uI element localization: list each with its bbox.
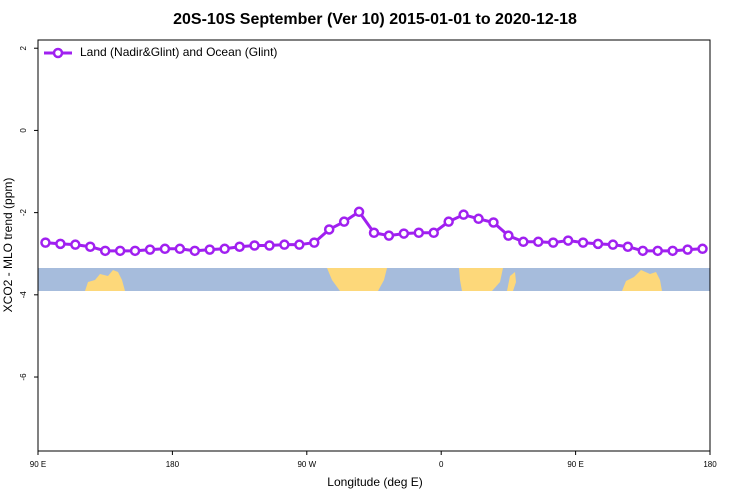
point <box>85 241 96 252</box>
point <box>592 238 604 250</box>
point <box>353 206 365 218</box>
point <box>279 239 290 250</box>
y-tick-label: -6 <box>19 373 28 381</box>
point <box>55 238 66 250</box>
point <box>607 239 619 250</box>
x-tick-label: 90 W <box>297 460 316 469</box>
point <box>323 224 335 235</box>
y-tick-label: 0 <box>19 128 28 133</box>
land <box>85 270 125 291</box>
y-tick-label: -2 <box>19 209 28 217</box>
point <box>383 230 395 241</box>
point <box>518 236 529 248</box>
point <box>697 243 708 255</box>
point <box>114 245 126 257</box>
x-axis-label: Longitude (deg E) <box>327 475 422 489</box>
point <box>488 217 499 228</box>
point <box>264 240 275 251</box>
legend-label: Land (Nadir&Glint) and Ocean (Glint) <box>80 45 277 59</box>
chart-title: 20S-10S September (Ver 10) 2015-01-01 to… <box>173 11 577 28</box>
land <box>327 268 387 291</box>
point <box>428 227 439 239</box>
point <box>562 235 574 246</box>
x-tick-label: 180 <box>703 460 717 469</box>
point <box>622 241 634 252</box>
point <box>547 237 559 248</box>
x-tick-label: 0 <box>439 460 444 469</box>
legend-marker <box>52 47 64 59</box>
point <box>667 245 678 257</box>
land <box>507 272 516 291</box>
point <box>249 240 260 251</box>
point <box>398 228 410 239</box>
point <box>368 227 380 239</box>
point <box>294 239 305 250</box>
point <box>503 230 514 241</box>
point <box>413 227 425 239</box>
y-tick-label: 2 <box>19 45 28 50</box>
x-tick-label: 180 <box>166 460 180 469</box>
point <box>219 243 230 255</box>
point <box>533 236 544 248</box>
x-tick-label: 90 E <box>30 460 46 469</box>
point <box>577 237 589 248</box>
y-tick-label: -4 <box>19 291 28 299</box>
point <box>652 245 663 257</box>
point <box>144 244 156 255</box>
point <box>159 243 171 255</box>
point <box>637 245 649 257</box>
y-axis-label: XCO2 - MLO trend (ppm) <box>1 178 15 313</box>
point <box>682 244 693 255</box>
point <box>189 245 201 257</box>
point <box>309 237 320 248</box>
point <box>473 213 484 225</box>
point <box>70 239 81 250</box>
point <box>129 245 141 257</box>
point <box>204 244 215 255</box>
point <box>40 237 51 248</box>
point <box>458 209 469 220</box>
point <box>99 245 111 257</box>
point <box>443 216 454 227</box>
map-band <box>38 268 710 291</box>
land <box>622 270 662 291</box>
point <box>234 241 245 252</box>
x-tick-label: 90 E <box>567 460 583 469</box>
point <box>174 243 186 255</box>
land <box>459 268 503 291</box>
plot-frame <box>37 39 711 452</box>
point <box>338 216 350 227</box>
